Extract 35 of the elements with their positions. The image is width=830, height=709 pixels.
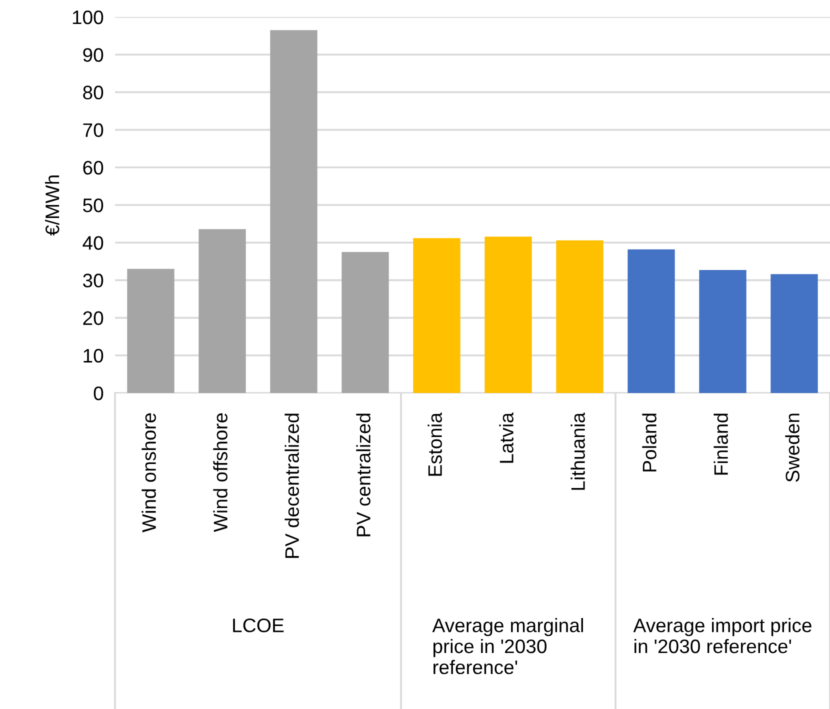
x-tick-label: Wind onshore [142,413,156,532]
text: LCOE [233,618,284,632]
bar [270,30,318,393]
text: Average import price in '2030 reference' [633,618,812,654]
y-tick-label: 10 [84,348,104,363]
y-tick-label: 80 [83,86,104,100]
x-tick-label: Finland [714,414,728,475]
y-tick-label: 20 [83,311,104,326]
text: Average marginal price in '2030 reference' [432,618,583,674]
bar [198,229,246,393]
x-tick-label: PV centralized [356,414,370,536]
bar [556,240,604,393]
y-axis-title: €/MWh [44,175,60,236]
y-tick-label: 100 [72,10,104,24]
x-tick-label: Latvia [499,412,514,463]
y-tick-label: 50 [83,198,104,212]
x-tick-label: Estonia [428,412,442,476]
bar [628,249,675,393]
bar [484,236,532,393]
bar [413,238,460,393]
y-tick-label: 0 [94,386,104,400]
bar [127,268,174,393]
x-tick-label: Lithuania [570,412,585,490]
x-tick-label: Poland [642,414,656,472]
x-tick-label: Wind offshore [213,413,228,532]
x-tick-label: PV decentralized [284,414,299,558]
bar [699,270,746,393]
y-tick-label: 30 [83,274,104,288]
y-tick-label: 40 [82,236,104,250]
y-tick-label: 90 [83,48,104,62]
x-tick-label: Sweden [785,414,800,482]
y-tick-label: 60 [83,160,104,175]
bar [770,274,818,393]
bar [342,252,389,393]
y-tick-label: 70 [83,123,104,138]
